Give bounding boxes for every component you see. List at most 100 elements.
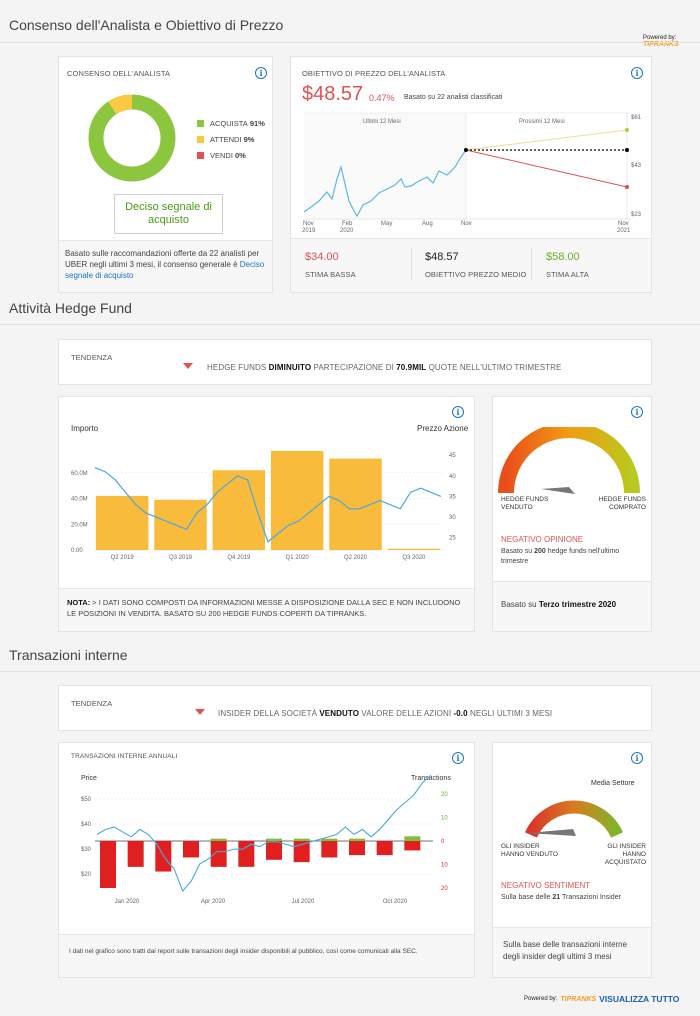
- buy-bar[interactable]: [349, 838, 365, 841]
- y2-tick: 35: [449, 494, 456, 500]
- sell-bar[interactable]: [183, 841, 199, 858]
- insider-left-label: Price: [81, 775, 97, 782]
- hedge-chart: Importo Prezzo Azione 60.0M 40.0M 20.0M 0.0…: [71, 424, 469, 561]
- sell-bar[interactable]: [349, 841, 365, 856]
- y2-tick: 10: [441, 816, 448, 822]
- sector-average-label: Media Settore: [591, 780, 635, 787]
- consensus-footer: Basato sulle raccomandazioni offerte da …: [59, 240, 272, 292]
- high-estimate-label: STIMA ALTA: [546, 270, 589, 279]
- bar[interactable]: [270, 450, 324, 550]
- price-target-change: 0.47%: [369, 93, 395, 103]
- x-tick: 2020: [340, 228, 354, 234]
- insider-trend-text: INSIDER DELLA SOCIETÀ VENDUTO VALORE DEL…: [218, 709, 553, 718]
- insider-price-line: [96, 774, 432, 893]
- hedge-note: NOTA: > I DATI SONO COMPOSTI DA INFORMAZ…: [59, 588, 474, 631]
- donut-buy-slice: [88, 94, 176, 182]
- sell-bar[interactable]: [127, 841, 144, 867]
- section-title-consensus: Consenso dell'Analista e Obiettivo di Pr…: [9, 17, 284, 33]
- y-tick: 40.0M: [71, 497, 88, 503]
- sell-bar[interactable]: [376, 841, 393, 856]
- high-projection: [465, 129, 628, 151]
- y2-tick: 10: [441, 863, 448, 869]
- x-tick: Aug: [422, 221, 433, 227]
- gauge-needle: [527, 829, 576, 836]
- bottom-bar: Powered by: TIPRANKS VISUALIZZA TUTTO: [524, 994, 679, 1004]
- section-divider: [0, 324, 700, 325]
- avg-dot: [625, 148, 629, 152]
- y-tick: $23: [631, 212, 642, 218]
- price-target-footer: $34.00 STIMA BASSA $48.57 OBIETTIVO PREZ…: [291, 238, 651, 292]
- hedge-trend-text: HEDGE FUNDS DIMINUITO PARTECIPAZIONE DI …: [207, 363, 562, 372]
- sell-bar[interactable]: [100, 841, 116, 888]
- gauge-left-label: GLI INSIDER HANNO VENDUTO: [501, 843, 558, 858]
- x-tick: Nov: [618, 221, 629, 227]
- high-estimate-value: $58.00: [546, 251, 580, 263]
- x-tick: Q1 2020: [286, 555, 310, 561]
- hedge-gauge: [498, 427, 640, 494]
- info-icon[interactable]: i: [452, 406, 464, 418]
- consensus-footer-text: Basato sulle raccomandazioni offerte da …: [65, 249, 260, 269]
- gauge-right-label: HEDGE FUNDS COMPRATO: [598, 496, 646, 511]
- gauge-description: Basato su 200 hedge funds nell'ultimo tr…: [501, 548, 620, 565]
- buy-bar[interactable]: [293, 838, 310, 841]
- legend-buy: ACQUISTA 91%: [197, 119, 265, 128]
- sell-bar[interactable]: [266, 841, 282, 860]
- donut-hold-slice: [108, 94, 133, 115]
- y-tick: 20.0M: [71, 522, 88, 528]
- sell-bar[interactable]: [210, 841, 227, 867]
- x-tick: Q2 2020: [344, 555, 368, 561]
- current-price-dot: [464, 148, 468, 152]
- past-area: [304, 113, 466, 219]
- x-tick: Feb: [342, 221, 353, 227]
- x-tick: Apr 2020: [201, 899, 226, 905]
- info-icon[interactable]: i: [255, 67, 267, 79]
- insider-chart-header: TRANSAZIONI INTERNE ANNUALI: [71, 753, 178, 760]
- gauge-needle: [541, 487, 575, 494]
- info-icon[interactable]: i: [631, 67, 643, 79]
- legend-buy-swatch: [197, 120, 204, 127]
- buy-bar[interactable]: [321, 838, 338, 841]
- insider-chart-card: TRANSAZIONI INTERNE ANNUALI i Price Tran…: [58, 742, 475, 978]
- buy-bar[interactable]: [404, 836, 421, 841]
- price-history-line: [303, 149, 467, 218]
- gauge-arc: [498, 427, 640, 494]
- sell-bar[interactable]: [238, 841, 255, 867]
- low-dot: [625, 185, 629, 189]
- info-icon[interactable]: i: [631, 752, 643, 764]
- info-icon[interactable]: i: [631, 406, 643, 418]
- low-projection: [465, 149, 628, 188]
- avg-target-label: OBIETTIVO PREZZO MEDIO: [425, 270, 527, 279]
- y-tick: $40: [81, 822, 92, 828]
- gauge-right-label: GLI INSIDER HANNO ACQUISTATO: [604, 843, 646, 866]
- x-tick: Oct 2020: [383, 899, 408, 905]
- bar[interactable]: [154, 499, 207, 550]
- gauge-footer: Basato su Terzo trimestre 2020: [493, 581, 651, 631]
- sell-bar[interactable]: [321, 841, 338, 858]
- buy-bar[interactable]: [266, 838, 282, 841]
- view-all-link[interactable]: VISUALIZZA TUTTO: [599, 994, 680, 1004]
- consensus-card: CONSENSO DELL'ANALISTA i ACQUISTA 91% AT…: [58, 56, 273, 293]
- consensus-footer-link[interactable]: Deciso segnale di acquisto: [65, 260, 265, 280]
- bar[interactable]: [95, 495, 149, 550]
- avg-target-value: $48.57: [425, 251, 459, 263]
- future-label: Prossimi 12 Mesi: [519, 119, 565, 125]
- bar[interactable]: [387, 548, 441, 550]
- powered-by-top: Powered by: TIPRANKS: [643, 35, 679, 48]
- hedge-left-label: Importo: [71, 424, 99, 433]
- buy-bar[interactable]: [210, 838, 227, 841]
- down-arrow-icon: [183, 363, 193, 369]
- info-icon[interactable]: i: [452, 752, 464, 764]
- price-target-value: $48.57: [302, 83, 364, 105]
- section-divider: [0, 671, 700, 672]
- x-tick: Q3 2019: [169, 555, 193, 561]
- sell-bar[interactable]: [293, 841, 310, 863]
- bar[interactable]: [329, 458, 382, 550]
- section-title-insider: Transazioni interne: [9, 647, 128, 663]
- insider-gauge-card: i Media Settore GLI INSIDER HANNO VENDUT…: [492, 742, 652, 978]
- consensus-donut: [88, 94, 176, 182]
- legend-sell-swatch: [197, 152, 204, 159]
- hedge-trend-card: TENDENZA HEDGE FUNDS DIMINUITO PARTECIPA…: [58, 339, 652, 385]
- past-label: Ultimi 12 Mesi: [363, 119, 401, 125]
- y2-tick: 20: [441, 792, 448, 798]
- sell-bar[interactable]: [404, 841, 421, 851]
